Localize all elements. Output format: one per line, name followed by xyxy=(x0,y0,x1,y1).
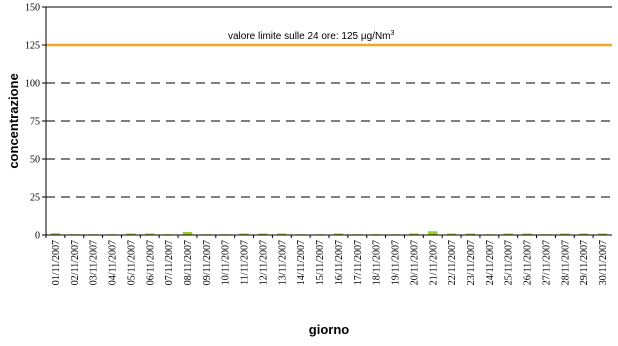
x-tick-label: 03/11/2007 xyxy=(89,240,100,285)
bar xyxy=(522,233,532,235)
bar xyxy=(126,233,136,235)
bar xyxy=(578,233,589,235)
x-tick-label: 24/11/2007 xyxy=(485,240,496,285)
bar xyxy=(465,233,476,235)
x-tick-label: 17/11/2007 xyxy=(353,240,364,285)
y-tick-labels: 0 25 50 75 100 125 150 xyxy=(25,3,46,242)
x-tick-label: 06/11/2007 xyxy=(145,240,156,285)
bar xyxy=(428,231,438,235)
x-tick-label: 01/11/2007 xyxy=(51,240,62,285)
limit-label-text: valore limite sulle 24 ore: 125 µg/Nm xyxy=(228,31,391,42)
bar xyxy=(446,233,457,235)
x-tick-label: 25/11/2007 xyxy=(504,240,515,285)
y-tick-label: 150 xyxy=(25,3,40,14)
x-tick-label: 20/11/2007 xyxy=(409,240,420,285)
bar xyxy=(560,233,570,235)
bar xyxy=(145,233,155,235)
x-tick-label: 28/11/2007 xyxy=(560,240,571,285)
x-tick-label: 04/11/2007 xyxy=(108,240,119,285)
x-tick-label: 22/11/2007 xyxy=(447,240,458,285)
bar xyxy=(258,233,268,235)
x-tick-label: 02/11/2007 xyxy=(70,240,81,285)
bar xyxy=(333,233,344,235)
limit-label: valore limite sulle 24 ore: 125 µg/Nm3 xyxy=(228,30,395,42)
y-tick-label: 100 xyxy=(25,79,40,90)
bar xyxy=(182,231,193,235)
limit-label-superscript: 3 xyxy=(391,30,395,37)
x-axis-title: giorno xyxy=(309,322,349,337)
x-tick-label: 30/11/2007 xyxy=(598,240,609,285)
x-tick-label: 12/11/2007 xyxy=(258,240,269,285)
x-tick-label: 27/11/2007 xyxy=(541,240,552,285)
bar xyxy=(503,233,513,235)
bar xyxy=(50,233,61,235)
x-tick-label: 16/11/2007 xyxy=(334,240,345,285)
x-tick-label: 13/11/2007 xyxy=(277,240,288,285)
bar xyxy=(409,233,419,235)
x-tick-label: 19/11/2007 xyxy=(391,240,402,285)
bar xyxy=(597,233,608,235)
x-tick-label: 15/11/2007 xyxy=(315,240,326,285)
x-tick-label: 26/11/2007 xyxy=(523,240,534,285)
bars xyxy=(50,231,608,235)
x-tick-labels: 01/11/2007 02/11/2007 03/11/2007 04/11/2007… xyxy=(45,235,609,285)
y-tick-label: 50 xyxy=(30,155,40,166)
bar xyxy=(239,233,249,235)
x-tick-label: 08/11/2007 xyxy=(183,240,194,285)
bar xyxy=(277,233,287,235)
x-tick-label: 11/11/2007 xyxy=(240,240,251,285)
x-tick-label: 10/11/2007 xyxy=(221,240,232,285)
x-tick-label: 07/11/2007 xyxy=(164,240,175,285)
y-tick-label: 75 xyxy=(30,117,40,128)
x-tick-label: 23/11/2007 xyxy=(466,240,477,285)
x-tick-label: 14/11/2007 xyxy=(296,240,307,285)
x-tick-label: 21/11/2007 xyxy=(428,240,439,285)
y-tick-label: 25 xyxy=(30,193,40,204)
gridlines xyxy=(46,82,612,198)
x-tick-label: 29/11/2007 xyxy=(579,240,590,285)
y-tick-label: 0 xyxy=(35,231,40,242)
y-tick-label: 125 xyxy=(25,41,40,52)
x-tick-label: 18/11/2007 xyxy=(372,240,383,285)
x-tick-label: 05/11/2007 xyxy=(126,240,137,285)
x-tick-label: 09/11/2007 xyxy=(202,240,213,285)
y-axis-title: concentrazione xyxy=(6,73,21,168)
